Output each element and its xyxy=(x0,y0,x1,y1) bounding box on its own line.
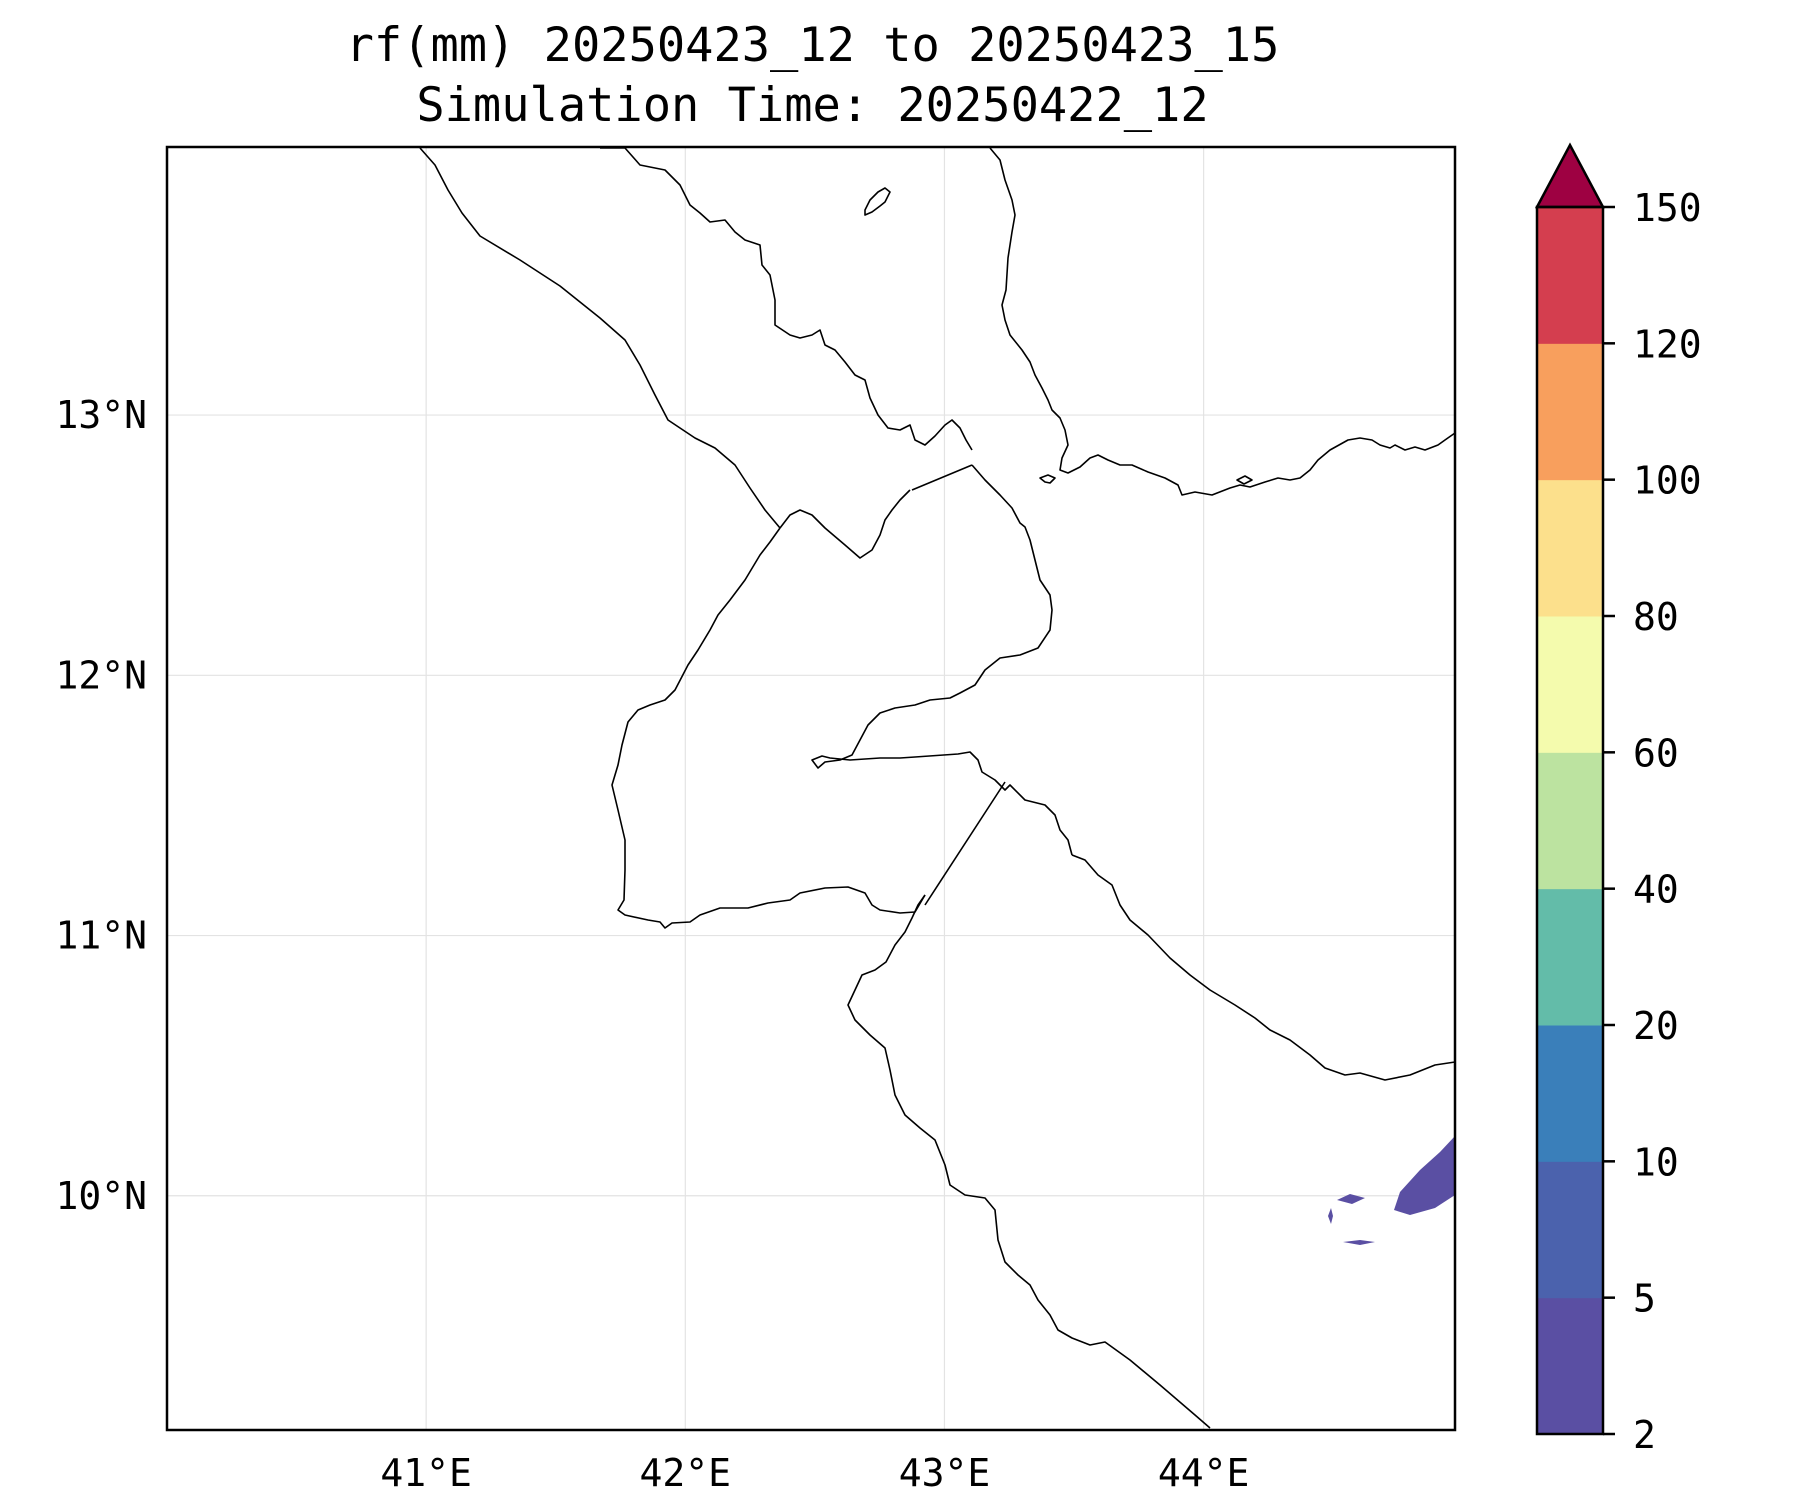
lon-tick-label: 44°E xyxy=(1158,1451,1250,1495)
yemen-coast xyxy=(989,147,1456,496)
eritrea-ethiopia-border xyxy=(419,147,781,529)
colorbar-tick-label: 150 xyxy=(1633,186,1702,230)
map-panel: 41°E 42°E 43°E 44°E 13°N 12°N 11°N 10°N xyxy=(55,145,1457,1495)
colorbar-segment xyxy=(1537,616,1603,753)
chart-subtitle: Simulation Time: 20250422_12 xyxy=(416,78,1209,133)
rainfall-patch-small xyxy=(1343,1240,1375,1245)
colorbar-tick-label: 20 xyxy=(1633,1004,1679,1048)
lat-tick-label: 13°N xyxy=(55,393,147,437)
djibouti-somaliland-border xyxy=(924,781,1006,906)
rainfall-patch-main xyxy=(1394,1136,1455,1215)
longitude-labels: 41°E 42°E 43°E 44°E xyxy=(380,1451,1249,1495)
coastlines-and-borders xyxy=(419,147,1456,1429)
colorbar-segment xyxy=(1537,888,1603,1026)
colorbar-segment xyxy=(1537,207,1603,344)
colorbar-segment xyxy=(1537,1161,1603,1299)
gridlines xyxy=(167,147,1455,1430)
colorbar-tick-label: 40 xyxy=(1633,868,1679,912)
colorbar-tick-label: 5 xyxy=(1633,1277,1656,1321)
latitude-labels: 13°N 12°N 11°N 10°N xyxy=(55,393,147,1218)
lon-tick-label: 42°E xyxy=(640,1451,732,1495)
colorbar-tick-label: 100 xyxy=(1633,459,1702,503)
colorbar-tick-label: 60 xyxy=(1633,731,1679,775)
island-dahlak xyxy=(864,187,891,216)
colorbar-extend-arrow xyxy=(1534,142,1606,209)
colorbar-segment xyxy=(1537,1025,1603,1162)
chart-title: rf(mm) 20250423_12 to 20250423_15 xyxy=(345,18,1280,73)
somaliland-north-coast xyxy=(1071,854,1456,1081)
ethiopia-djibouti-border xyxy=(779,489,911,559)
lon-tick-label: 43°E xyxy=(899,1451,991,1495)
island-small xyxy=(1039,474,1056,484)
map-frame xyxy=(165,145,1457,1432)
colorbar-segment xyxy=(1537,1297,1603,1435)
eritrea-djibouti-border xyxy=(911,464,973,491)
rainfall-patch-small xyxy=(1328,1208,1333,1224)
lat-tick-label: 11°N xyxy=(55,914,147,958)
eritrea-coast xyxy=(600,147,973,451)
island-small xyxy=(1236,475,1253,485)
somaliland-coast xyxy=(847,894,1211,1429)
djibouti-border-west xyxy=(611,527,926,929)
djibouti-coast xyxy=(811,464,1073,856)
colorbar-segment xyxy=(1537,343,1603,481)
colorbar-tick-label: 80 xyxy=(1633,595,1679,639)
colorbar: 2 5 10 20 40 60 80 100 120 150 xyxy=(1534,142,1702,1457)
lat-tick-label: 10°N xyxy=(55,1174,147,1218)
lat-tick-label: 12°N xyxy=(55,653,147,697)
colorbar-tick-label: 120 xyxy=(1633,322,1702,366)
colorbar-segment xyxy=(1537,479,1603,617)
colorbar-frame xyxy=(1535,205,1605,1436)
colorbar-tick-label: 10 xyxy=(1633,1140,1679,1184)
colorbar-segment xyxy=(1537,752,1603,890)
rainfall-patch-small xyxy=(1337,1194,1365,1204)
colorbar-tick-label: 2 xyxy=(1633,1413,1656,1457)
rainfall-shading xyxy=(1328,1136,1455,1245)
lon-tick-label: 41°E xyxy=(380,1451,472,1495)
